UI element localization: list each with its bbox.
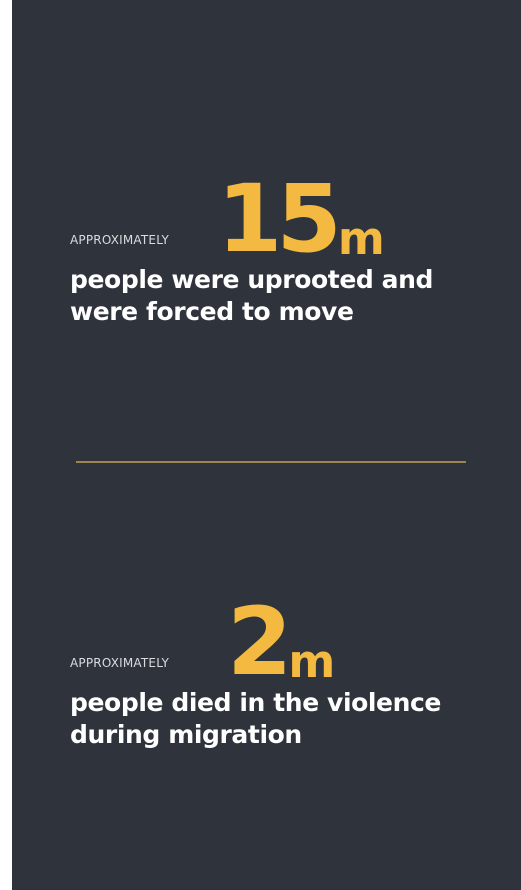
stat-uprooted-number: 15: [217, 165, 342, 275]
stat-deaths-number: 2: [227, 588, 292, 698]
section-divider: [76, 461, 466, 463]
stat-deaths: APPROXIMATELY 2 m people died in the vio…: [70, 566, 500, 750]
infographic-panel: APPROXIMATELY 15 m people were uprooted …: [12, 0, 521, 890]
stat-uprooted-description-line-2: were forced to move: [70, 296, 354, 326]
stat-uprooted-qualifier: APPROXIMATELY: [70, 233, 170, 247]
stat-uprooted-description: people were uprooted and were forced to …: [70, 264, 500, 327]
stat-uprooted-description-line-1: people were uprooted and: [70, 265, 434, 294]
stat-uprooted: APPROXIMATELY 15 m people were uprooted …: [70, 143, 500, 327]
stat-deaths-description: people died in the violence during migra…: [70, 687, 500, 750]
stat-deaths-description-line-2: during migration: [70, 719, 302, 749]
stat-deaths-figure: 2 m: [227, 588, 335, 698]
stat-deaths-qualifier: APPROXIMATELY: [70, 656, 170, 670]
stat-uprooted-unit: m: [337, 211, 385, 265]
stat-deaths-headline: APPROXIMATELY 2 m: [70, 566, 500, 698]
stat-deaths-description-line-1: people died in the violence: [70, 688, 441, 717]
stat-deaths-unit: m: [288, 634, 335, 688]
stat-uprooted-headline: APPROXIMATELY 15 m: [70, 143, 500, 275]
stat-uprooted-figure: 15 m: [217, 165, 385, 275]
